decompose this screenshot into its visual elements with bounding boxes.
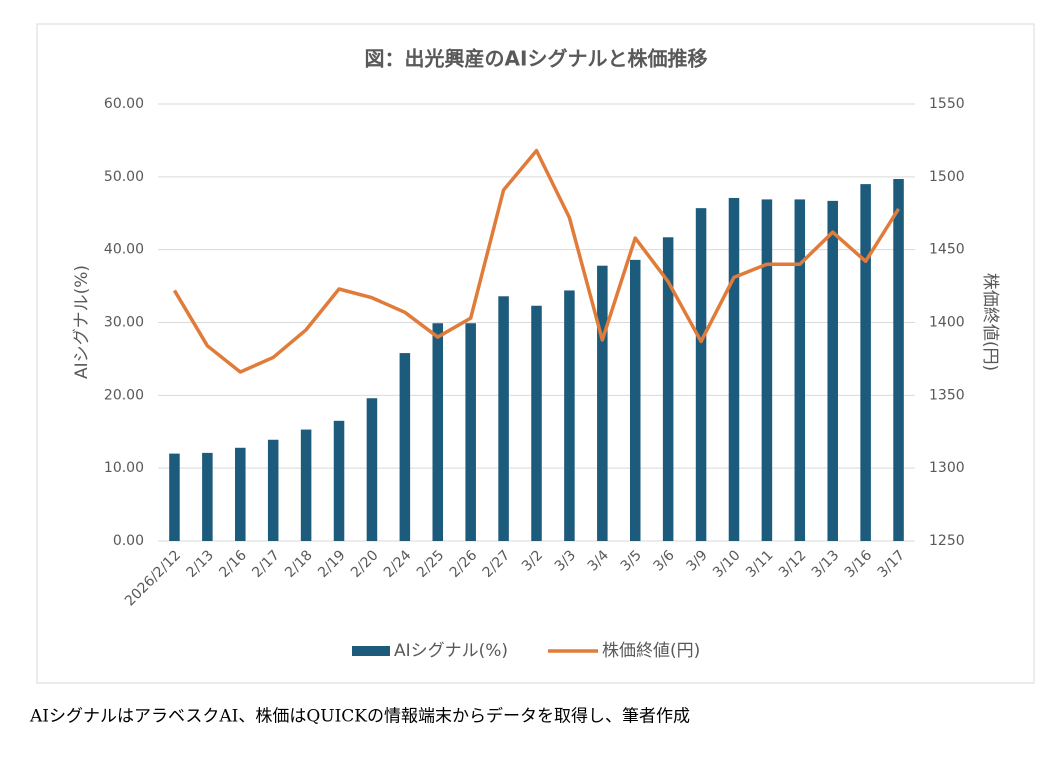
y2-tick-label: 1550 [929,96,965,112]
y-axis-title: AIシグナル(%) [72,265,92,379]
y2-tick-label: 1450 [929,242,965,258]
bar [498,296,509,541]
bar [531,305,542,541]
y2-tick-label: 1400 [929,315,965,331]
bar [794,199,806,541]
bar [366,398,378,541]
legend-swatch [352,646,390,656]
line [172,148,901,374]
y-tick-label: 0.00 [113,533,144,549]
bar [629,259,641,541]
bar [300,429,312,541]
bar [728,197,740,541]
bar [267,439,279,541]
bar [860,184,871,541]
y2-tick-label: 1250 [929,533,965,549]
bar [169,453,180,541]
y2-axis-title: 株価終値(円) [980,273,1000,371]
legend-label: AIシグナル(%) [394,641,508,661]
y-tick-label: 60.00 [104,96,144,112]
source-note: AIシグナルはアラベスクAI、株価はQUICKの情報端末からデータを取得し、筆者… [29,706,690,727]
bar [827,200,838,541]
y-tick-label: 20.00 [104,387,144,403]
y-tick-label: 50.00 [104,169,144,185]
y2-tick-label: 1300 [929,460,965,476]
legend-label: 株価終値(円) [602,641,700,661]
bar [432,323,444,541]
bar [465,323,476,541]
bar [202,452,213,541]
bar [399,353,411,541]
y2-tick-label: 1500 [929,169,965,185]
bar [564,290,575,541]
bar [597,265,608,541]
bar [761,199,773,541]
chart-title: 図：出光興産のAIシグナルと株価推移 [365,47,708,71]
y-tick-label: 40.00 [104,242,144,258]
bar [893,179,904,542]
bar [235,447,246,541]
bar [333,420,345,541]
bar [695,208,707,541]
bar [662,237,674,541]
y-tick-label: 10.00 [104,460,144,476]
y-tick-label: 30.00 [104,315,144,331]
y2-tick-label: 1350 [929,387,965,403]
